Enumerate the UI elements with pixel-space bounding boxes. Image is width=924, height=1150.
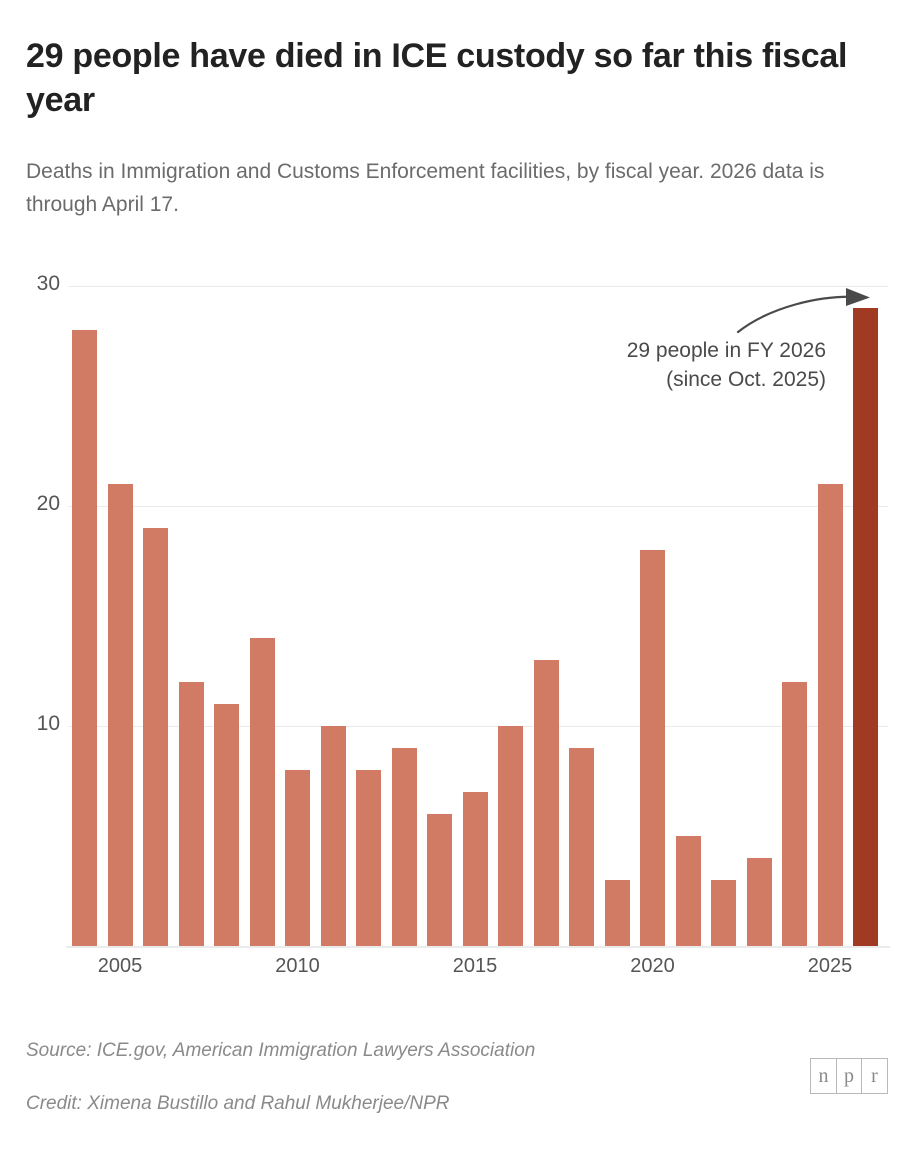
bar-2022[interactable]: [711, 880, 736, 946]
credit-text: Credit: Ximena Bustillo and Rahul Mukher…: [26, 1093, 450, 1114]
x-axis-tick-label: 2025: [807, 955, 853, 977]
bar-2023[interactable]: [746, 858, 772, 946]
npr-logo-letter-p: p: [835, 1058, 863, 1094]
bar-2024[interactable]: [782, 682, 807, 946]
chart-annotation: 29 people in FY 2026 (since Oct. 2025): [496, 336, 826, 394]
npr-logo-letter-n: n: [810, 1058, 837, 1094]
bar-2015[interactable]: [462, 792, 488, 946]
chart-subtitle: Deaths in Immigration and Customs Enforc…: [26, 160, 825, 216]
bar-2009[interactable]: [249, 638, 275, 946]
bar-2017[interactable]: [533, 660, 559, 946]
bar-2021[interactable]: [675, 836, 701, 946]
bar-2012[interactable]: [356, 770, 381, 946]
bar-2007[interactable]: [178, 682, 204, 946]
bar-2004[interactable]: [72, 330, 97, 946]
bar-2011[interactable]: [320, 726, 346, 946]
annotation-line-2: (since Oct. 2025): [666, 368, 826, 391]
page-title: 29 people have died in ICE custody so fa…: [26, 37, 848, 119]
bar-2005[interactable]: [107, 484, 133, 946]
bar-2026[interactable]: [853, 308, 878, 946]
x-axis-tick-label: 2020: [630, 955, 675, 977]
bar-series: [72, 308, 878, 946]
bar-2008[interactable]: [214, 704, 239, 946]
x-axis-tick-label: 2005: [97, 955, 143, 977]
bar-2020[interactable]: [640, 550, 665, 946]
x-axis-tick-label: 2010: [275, 955, 320, 977]
bar-2010[interactable]: [285, 770, 310, 946]
npr-logo-letter-r: r: [861, 1058, 888, 1094]
bar-2019[interactable]: [604, 880, 630, 946]
x-axis-tick-label: 2015: [452, 955, 498, 977]
bar-2018[interactable]: [569, 748, 594, 946]
bar-2006[interactable]: [143, 528, 168, 946]
source-text: Source: ICE.gov, American Immigration La…: [26, 1040, 536, 1061]
bar-2013[interactable]: [391, 748, 417, 946]
annotation-line-1: 29 people in FY 2026: [626, 339, 826, 362]
annotation-arrow-icon: [736, 288, 870, 334]
npr-logo: n p r: [810, 1058, 888, 1094]
bar-2016[interactable]: [498, 726, 523, 946]
bar-2025[interactable]: [817, 484, 843, 946]
bar-2014[interactable]: [427, 814, 452, 946]
